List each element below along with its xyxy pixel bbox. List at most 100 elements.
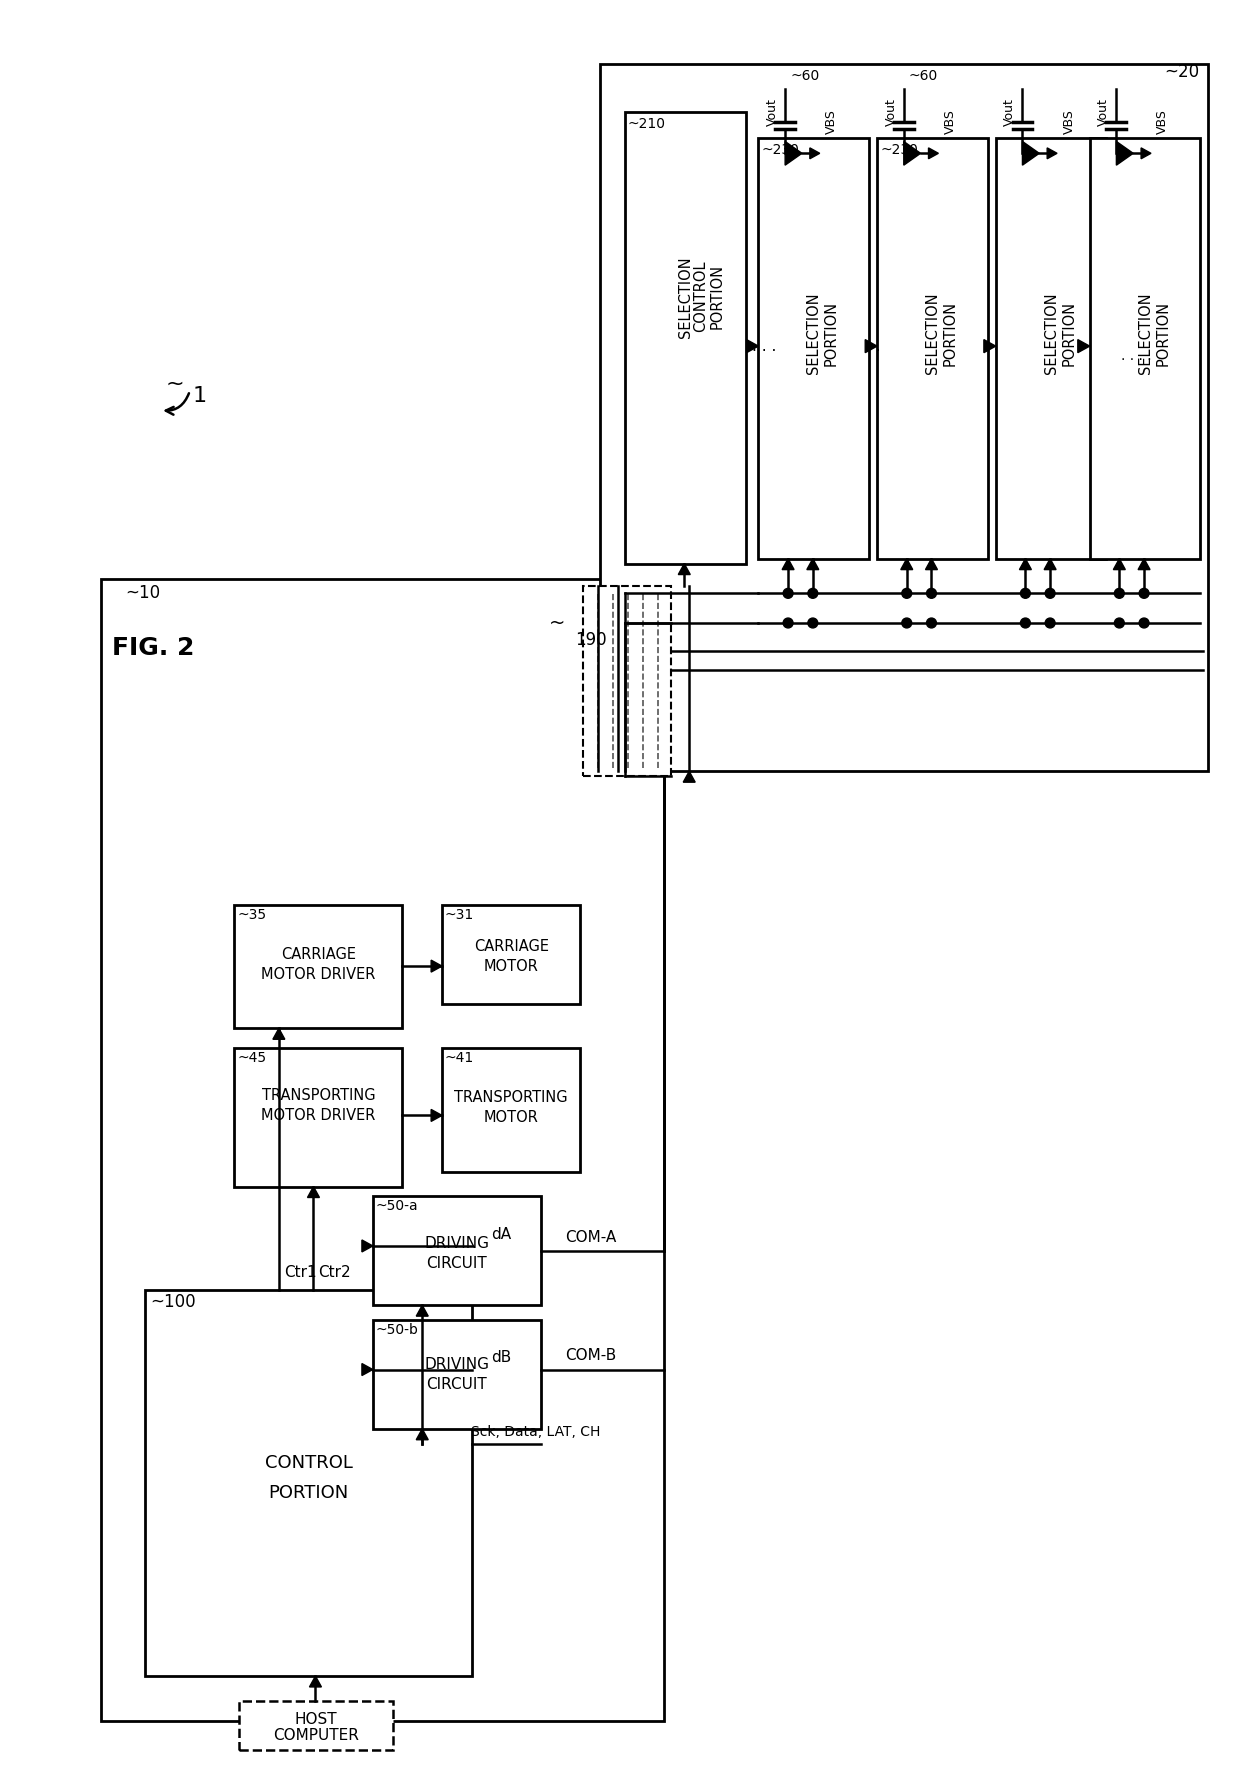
Polygon shape [1078,339,1090,353]
Polygon shape [866,339,877,353]
Polygon shape [1114,559,1126,570]
Text: SELECTION: SELECTION [1044,293,1059,375]
Circle shape [808,618,817,628]
Circle shape [784,588,794,598]
Bar [234,1049,403,1187]
Bar [145,1290,471,1676]
Text: ~60: ~60 [909,69,939,83]
Polygon shape [362,1241,373,1251]
Polygon shape [683,772,696,783]
Text: 190: 190 [575,630,608,650]
Text: PORTION: PORTION [1156,300,1171,366]
Text: VBS: VBS [825,110,838,135]
Text: CARRIAGE: CARRIAGE [474,939,549,953]
Polygon shape [807,559,818,570]
Text: ~41: ~41 [445,1051,474,1065]
Bar [877,138,988,559]
Text: DRIVING: DRIVING [424,1237,490,1251]
Text: ~: ~ [549,614,565,632]
Polygon shape [678,564,691,575]
Circle shape [1115,618,1125,628]
Text: FIG. 2: FIG. 2 [112,635,195,660]
Polygon shape [308,1187,320,1198]
Polygon shape [1047,147,1056,158]
Polygon shape [925,559,937,570]
Text: dB: dB [491,1351,511,1365]
Text: . . . .: . . . . [1121,350,1152,364]
Bar [373,1196,541,1305]
Text: ~100: ~100 [150,1294,196,1312]
Polygon shape [432,1109,441,1122]
Polygon shape [273,1028,285,1040]
Bar [100,579,665,1720]
Text: VBS: VBS [1063,110,1075,135]
Text: DRIVING: DRIVING [424,1358,490,1372]
Text: MOTOR DRIVER: MOTOR DRIVER [262,1108,376,1124]
Bar [759,138,869,559]
Text: ~45: ~45 [237,1051,267,1065]
Text: SELECTION: SELECTION [678,256,693,337]
Polygon shape [983,339,996,353]
Text: CIRCUIT: CIRCUIT [427,1377,487,1392]
Polygon shape [1044,559,1056,570]
Circle shape [1021,588,1030,598]
Polygon shape [904,142,920,165]
Text: ~230: ~230 [880,144,918,158]
Text: COMPUTER: COMPUTER [273,1727,358,1743]
Text: MOTOR DRIVER: MOTOR DRIVER [262,967,376,982]
Text: Vout: Vout [884,98,898,126]
Polygon shape [1023,142,1039,165]
Bar [1090,138,1200,559]
Bar [625,112,745,564]
Circle shape [926,588,936,598]
Text: Vout: Vout [1003,98,1016,126]
Polygon shape [1116,142,1133,165]
Polygon shape [929,147,939,158]
Text: MOTOR: MOTOR [484,959,538,974]
Text: SELECTION: SELECTION [1137,293,1152,375]
Text: ~20: ~20 [1164,64,1199,82]
Text: CIRCUIT: CIRCUIT [427,1257,487,1271]
Bar [441,905,580,1003]
Polygon shape [900,559,913,570]
Circle shape [1021,618,1030,628]
Text: TRANSPORTING: TRANSPORTING [262,1088,376,1102]
Text: ~35: ~35 [237,907,267,921]
Text: VBS: VBS [1157,110,1169,135]
Polygon shape [746,339,759,353]
Circle shape [926,618,936,628]
Bar [441,1049,580,1172]
Text: Vout: Vout [766,98,779,126]
Polygon shape [1138,559,1149,570]
Circle shape [901,618,911,628]
Circle shape [1140,618,1149,628]
Polygon shape [417,1429,428,1440]
Text: COM-B: COM-B [564,1349,616,1363]
Polygon shape [310,1676,321,1686]
Text: ~10: ~10 [125,584,161,602]
Text: VBS: VBS [944,110,957,135]
Text: . .: . . [986,339,998,353]
Text: MOTOR: MOTOR [484,1109,538,1125]
Text: . . .: . . . [751,339,776,353]
Polygon shape [1141,147,1151,158]
Polygon shape [1019,559,1032,570]
Text: ~50-b: ~50-b [376,1322,419,1337]
Bar [239,1700,393,1750]
Text: PORTION: PORTION [709,264,724,328]
Text: ~230: ~230 [761,144,800,158]
Circle shape [901,588,911,598]
Text: PORTION: PORTION [942,300,957,366]
Text: TRANSPORTING: TRANSPORTING [454,1090,568,1106]
Text: PORTION: PORTION [825,300,839,366]
Bar [600,64,1208,772]
Text: Sck, Data, LAT, CH: Sck, Data, LAT, CH [471,1425,600,1440]
Circle shape [1045,618,1055,628]
Circle shape [784,618,794,628]
Text: ~210: ~210 [627,117,666,131]
Text: ~31: ~31 [445,907,474,921]
Text: COM-A: COM-A [564,1230,616,1244]
Text: . .: . . [866,339,880,353]
Text: PORTION: PORTION [268,1484,348,1502]
Text: CONTROL: CONTROL [264,1454,352,1473]
